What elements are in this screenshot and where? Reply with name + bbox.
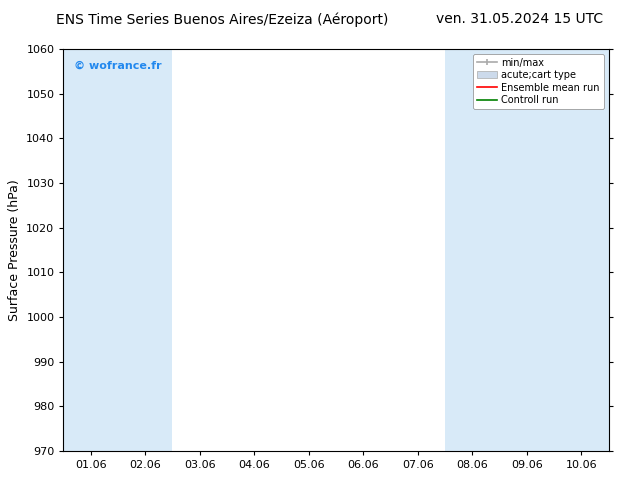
Bar <box>63 49 118 451</box>
Bar <box>118 49 172 451</box>
Text: © wofrance.fr: © wofrance.fr <box>74 61 162 71</box>
Bar <box>445 49 500 451</box>
Text: ven. 31.05.2024 15 UTC: ven. 31.05.2024 15 UTC <box>436 12 604 26</box>
Bar <box>500 49 554 451</box>
Y-axis label: Surface Pressure (hPa): Surface Pressure (hPa) <box>8 179 21 321</box>
Text: ENS Time Series Buenos Aires/Ezeiza (Aéroport): ENS Time Series Buenos Aires/Ezeiza (Aér… <box>56 12 388 27</box>
Legend: min/max, acute;cart type, Ensemble mean run, Controll run: min/max, acute;cart type, Ensemble mean … <box>473 54 604 109</box>
Bar <box>554 49 609 451</box>
